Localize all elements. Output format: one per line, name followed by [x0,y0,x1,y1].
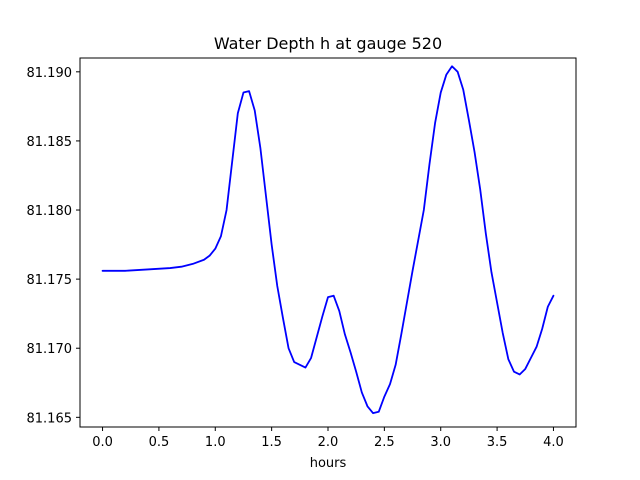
y-axis: 81.165 81.170 81.175 81.180 81.185 81.190 [27,66,80,426]
x-tick-label: 0.5 [149,435,170,450]
y-tick-label: 81.165 [27,411,73,426]
x-axis: 0.0 0.5 1.0 1.5 2.0 2.5 3.0 3.5 4.0 [92,427,564,450]
y-tick-label: 81.170 [27,342,73,357]
x-tick-label: 1.5 [261,435,282,450]
x-tick-label: 0.0 [92,435,113,450]
series-layer [101,65,555,415]
x-axis-label: hours [310,456,347,471]
x-tick-label: 1.0 [205,435,226,450]
plot-frame [79,57,577,428]
x-tick-label: 2.5 [374,435,395,450]
series-line [101,65,555,415]
x-tick-label: 4.0 [543,435,564,450]
x-tick-label: 3.5 [487,435,508,450]
y-tick-label: 81.190 [27,66,73,81]
x-tick-label: 2.0 [318,435,339,450]
y-tick-label: 81.185 [27,135,73,150]
y-tick-label: 81.180 [27,204,73,219]
chart-title: Water Depth h at gauge 520 [214,34,442,53]
y-tick-label: 81.175 [27,273,73,288]
x-tick-label: 3.0 [430,435,451,450]
